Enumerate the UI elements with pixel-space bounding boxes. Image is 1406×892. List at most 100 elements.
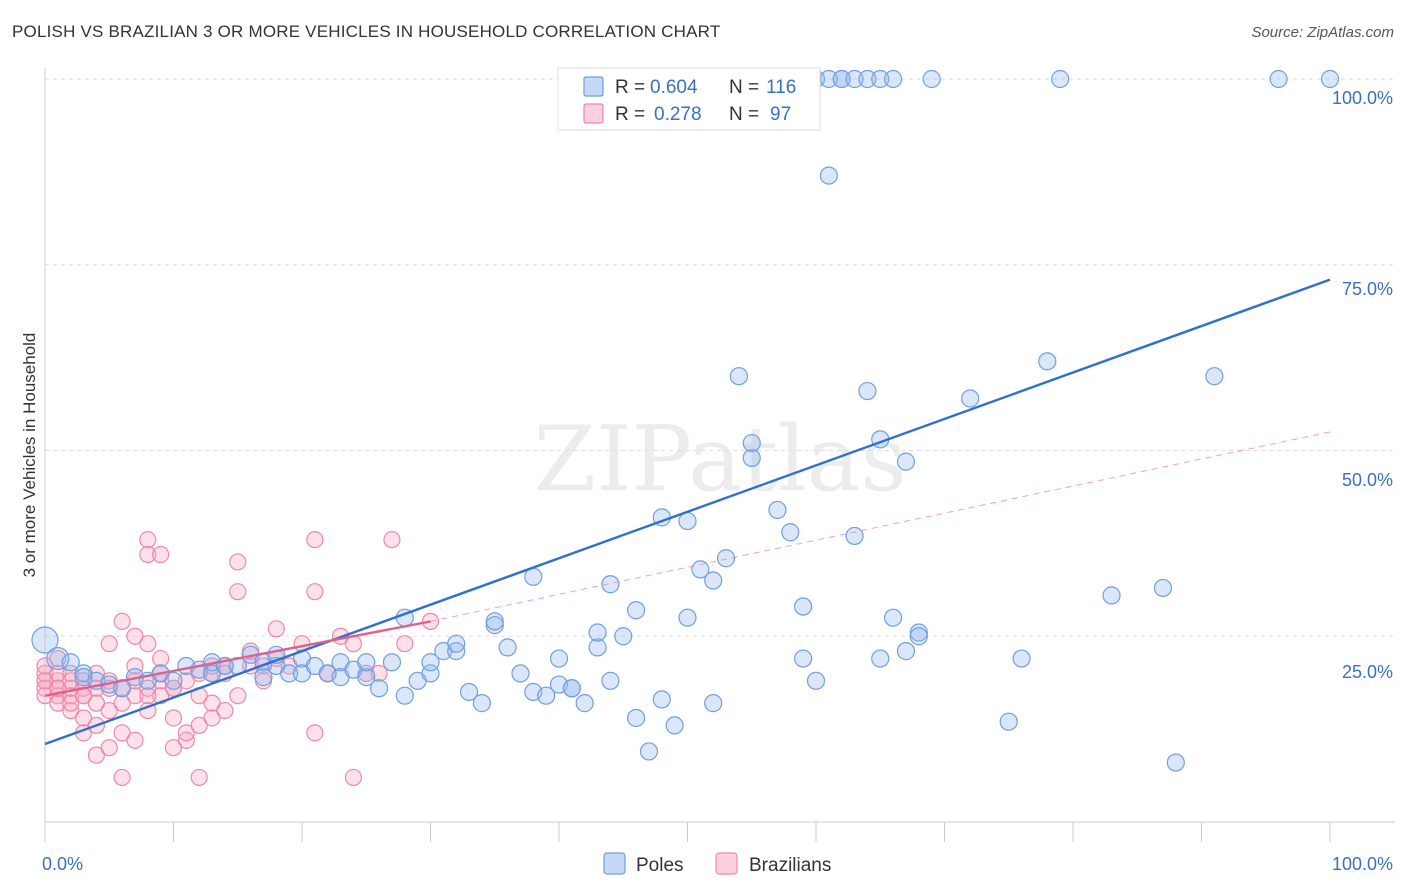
poles-point xyxy=(781,523,800,542)
legend-swatch-brazilians xyxy=(583,103,604,124)
poles-point xyxy=(357,653,376,672)
legend-n-value: 97 xyxy=(770,104,791,125)
poles-point xyxy=(883,608,903,627)
chart-title: POLISH VS BRAZILIAN 3 OR MORE VEHICLES I… xyxy=(12,22,721,41)
legend-box: R = 0.604 N = 116 R = 0.278 N = 97 xyxy=(557,67,821,131)
brazilians-point xyxy=(36,672,54,690)
legend-n-value: 116 xyxy=(766,77,796,98)
poles-point xyxy=(1153,578,1173,598)
brazilians-point xyxy=(152,545,170,564)
poles-point xyxy=(1205,367,1224,386)
poles-point xyxy=(447,634,466,653)
brazilians-point xyxy=(177,724,195,742)
y-tick-label: 50.0% xyxy=(1342,470,1393,490)
brazilians-trend-line xyxy=(44,620,431,697)
trend-lines xyxy=(44,278,1331,746)
poles-point xyxy=(896,452,916,471)
poles-point xyxy=(1102,586,1121,605)
poles-point xyxy=(31,626,59,654)
bottom-legend-swatch-brazilians xyxy=(715,852,738,875)
poles-point xyxy=(447,642,466,661)
legend-n-label: N = xyxy=(729,104,759,125)
brazilians-point xyxy=(113,612,131,630)
poles-point xyxy=(370,679,389,698)
watermark: ZIPatlas xyxy=(533,407,906,512)
brazilians-point xyxy=(306,531,324,549)
y-tick-label: 25.0% xyxy=(1342,662,1393,682)
poles-point xyxy=(562,679,581,698)
bottom-legend: Poles Brazilians xyxy=(603,852,831,876)
poles-point xyxy=(639,742,659,761)
poles-point xyxy=(61,653,80,672)
x-tick-label: 0.0% xyxy=(42,854,83,874)
poles-point xyxy=(549,649,569,668)
brazilians-point xyxy=(113,768,131,787)
brazilians-point xyxy=(306,724,324,742)
brazilians-point xyxy=(164,739,183,757)
poles-point xyxy=(1320,69,1340,89)
poles-point xyxy=(704,694,723,713)
brazilians-point xyxy=(164,679,183,697)
poles-point xyxy=(999,712,1018,731)
poles-point xyxy=(1051,69,1070,89)
poles-point xyxy=(164,671,183,690)
poles-point xyxy=(883,69,903,89)
poles-point xyxy=(845,69,864,89)
poles-point xyxy=(537,686,556,705)
poles-point xyxy=(421,653,440,672)
brazilians-point xyxy=(229,583,247,601)
source-credit: Source: ZipAtlas.com xyxy=(1251,24,1394,41)
poles-point xyxy=(845,526,864,546)
poles-point xyxy=(871,649,890,668)
poles-point xyxy=(1038,352,1057,371)
brazilians-point xyxy=(126,627,144,645)
poles-trend-line xyxy=(44,278,1331,746)
poles-point xyxy=(588,638,607,657)
brazilians-point xyxy=(216,701,234,720)
brazilians-point xyxy=(190,716,208,735)
brazilians-point xyxy=(139,545,157,564)
legend-r-label: R = xyxy=(615,104,645,125)
brazilians-point xyxy=(229,687,247,705)
legend-r-label: R = xyxy=(615,77,645,98)
poles-point xyxy=(806,671,826,690)
poles-point xyxy=(1166,753,1185,772)
brazilians-point xyxy=(203,709,221,727)
poles-point xyxy=(1269,69,1288,89)
poles-point xyxy=(280,664,299,683)
poles-point xyxy=(254,668,273,687)
brazilians-point xyxy=(36,657,54,675)
poles-point xyxy=(511,664,530,683)
poles-point xyxy=(742,433,761,453)
poles-point xyxy=(691,560,710,579)
brazilians-point xyxy=(203,694,221,712)
poles-point xyxy=(922,69,941,89)
brazilians-point xyxy=(383,531,401,549)
poles-point xyxy=(601,575,620,594)
legend-n-label: N = xyxy=(729,77,759,98)
brazilians-point xyxy=(62,694,80,712)
poles-point xyxy=(485,612,504,631)
tick-labels: 25.0% 50.0% 75.0% 100.0% 0.0% 100.0% xyxy=(42,88,1393,874)
brazilians-point xyxy=(139,635,157,653)
brazilians-point xyxy=(177,672,195,690)
brazilians-point xyxy=(87,746,106,764)
poles-point xyxy=(871,69,890,89)
brazilians-point xyxy=(74,709,93,727)
brazilians-point xyxy=(126,731,144,749)
poles-point xyxy=(382,653,402,672)
brazilians-point xyxy=(152,649,170,668)
poles-point xyxy=(716,549,736,568)
legend-r-value: 0.278 xyxy=(654,104,702,125)
poles-point xyxy=(768,500,787,520)
poles-point xyxy=(704,571,723,590)
poles-point xyxy=(794,649,813,668)
brazilians-point xyxy=(164,709,183,727)
legend-swatch-poles xyxy=(583,76,604,97)
poles-point xyxy=(459,682,479,702)
poles-point xyxy=(1012,649,1031,668)
poles-point xyxy=(498,638,517,657)
brazilians-point xyxy=(49,694,67,712)
x-tick-label: 100.0% xyxy=(1332,854,1393,874)
